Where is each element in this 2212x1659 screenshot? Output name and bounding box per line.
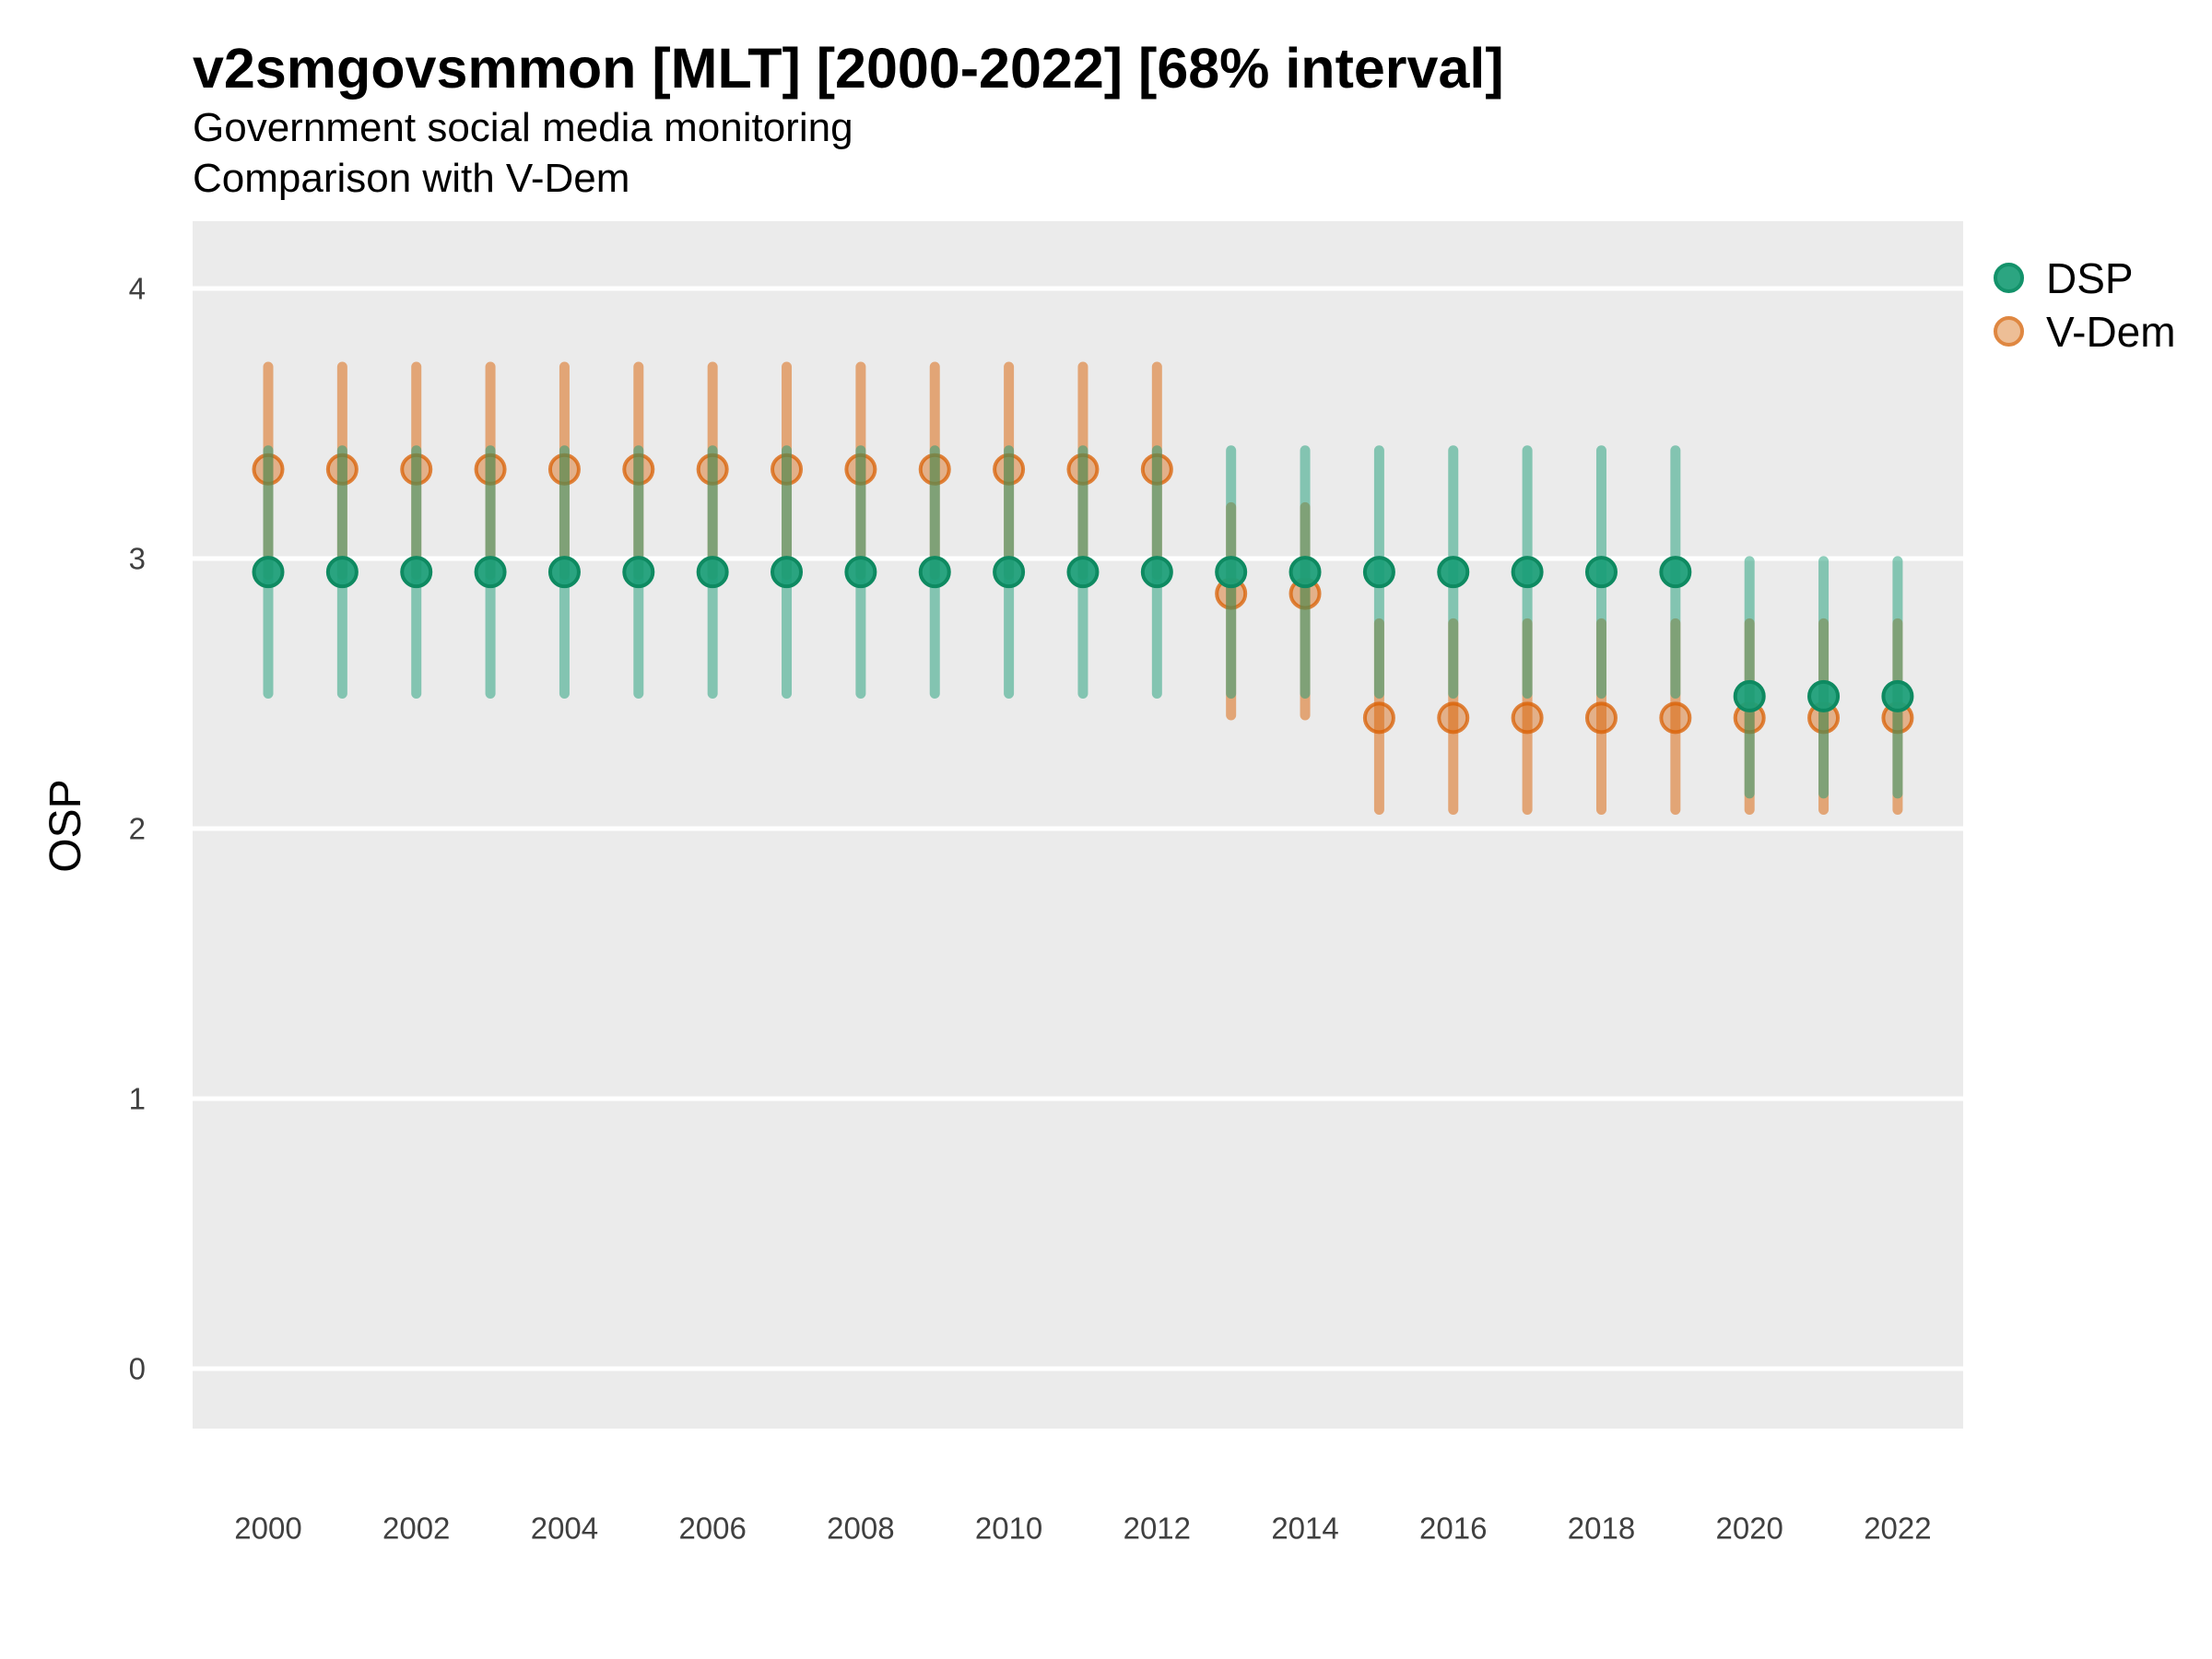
y-tick-label-4: 4 [129, 272, 146, 306]
dsp-point-2017 [1511, 556, 1544, 589]
dsp-point-2001 [325, 556, 359, 589]
legend-swatch-vdem-icon [1994, 316, 2024, 347]
dsp-point-2016 [1437, 556, 1470, 589]
dsp-point-2000 [252, 556, 285, 589]
vdem-point-2016 [1437, 701, 1470, 735]
dsp-point-2022 [1881, 679, 1914, 712]
y-tick-label-0: 0 [129, 1352, 146, 1386]
dsp-point-2006 [696, 556, 729, 589]
dsp-point-2012 [1140, 556, 1173, 589]
x-tick-label-2014: 2014 [1271, 1512, 1338, 1546]
series-group [252, 361, 1914, 815]
x-tick-label-2004: 2004 [531, 1512, 598, 1546]
x-tick-label-2008: 2008 [827, 1512, 894, 1546]
x-tick-label-2006: 2006 [678, 1512, 746, 1546]
dsp-point-2021 [1807, 679, 1841, 712]
chart-title: v2smgovsmmon [MLT] [2000-2022] [68% inte… [193, 37, 1504, 100]
x-tick-label-2000: 2000 [234, 1512, 301, 1546]
legend-item-dsp: DSP [1994, 255, 2176, 300]
x-tick-label-2020: 2020 [1715, 1512, 1783, 1546]
dsp-point-2007 [771, 556, 804, 589]
dsp-point-2014 [1288, 556, 1322, 589]
dsp-point-2002 [400, 556, 433, 589]
x-tick-label-2002: 2002 [382, 1512, 450, 1546]
dsp-point-2013 [1215, 556, 1248, 589]
y-tick-label-3: 3 [129, 542, 146, 576]
vdem-point-2017 [1511, 701, 1544, 735]
vdem-point-2015 [1362, 701, 1395, 735]
x-tick-label-2018: 2018 [1568, 1512, 1635, 1546]
x-tick-label-2012: 2012 [1124, 1512, 1191, 1546]
dsp-point-2020 [1733, 679, 1766, 712]
dsp-point-2009 [918, 556, 951, 589]
x-tick-label-2022: 2022 [1864, 1512, 1931, 1546]
dsp-point-2008 [844, 556, 877, 589]
dsp-point-2005 [622, 556, 655, 589]
chart-subtitle-line2: Comparison with V-Dem [193, 156, 630, 201]
dsp-point-2010 [993, 556, 1026, 589]
legend-label-vdem: V-Dem [2046, 307, 2176, 356]
dsp-point-2018 [1584, 556, 1618, 589]
dsp-point-2004 [547, 556, 581, 589]
dsp-point-2019 [1659, 556, 1692, 589]
x-tick-label-2010: 2010 [975, 1512, 1042, 1546]
dsp-point-2003 [474, 556, 507, 589]
vdem-point-2018 [1584, 701, 1618, 735]
y-tick-label-1: 1 [129, 1082, 146, 1116]
dsp-point-2015 [1362, 556, 1395, 589]
dsp-point-2011 [1066, 556, 1100, 589]
x-tick-label-2016: 2016 [1419, 1512, 1487, 1546]
legend-item-vdem: V-Dem [1994, 309, 2176, 354]
legend: DSP V-Dem [1994, 255, 2176, 354]
legend-swatch-dsp-icon [1994, 263, 2024, 293]
y-tick-label-2: 2 [129, 812, 146, 846]
legend-label-dsp: DSP [2046, 253, 2134, 302]
tick-labels-group: 0 1 2 3 4 2000 2002 2004 2006 2008 2010 2012 2014 201… [129, 272, 1932, 1546]
vdem-point-2019 [1659, 701, 1692, 735]
chart-subtitle-line1: Government social media monitoring [193, 105, 853, 150]
